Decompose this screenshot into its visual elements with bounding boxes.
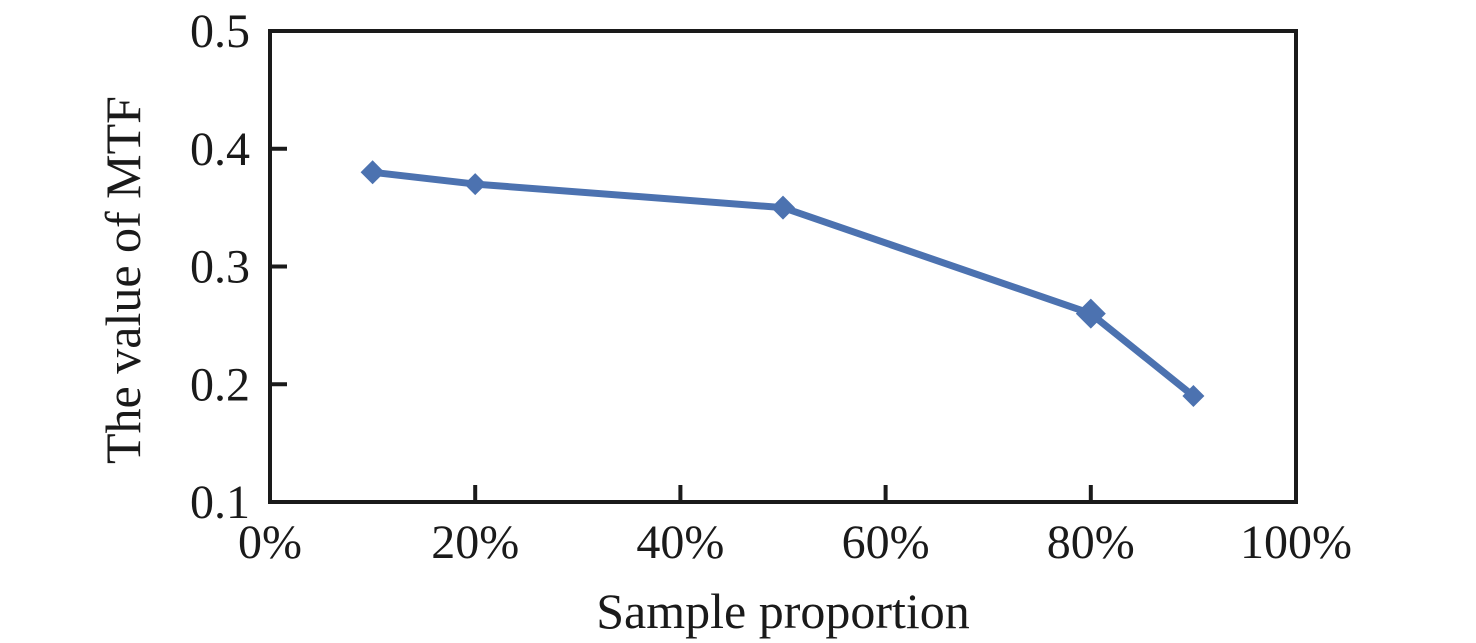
- axes-layer: 0.1 0.2 0.3 0.4 0.5 0% 20% 40% 60% 80% 100%: [190, 5, 1352, 569]
- y-tick-label: 0.3: [190, 241, 250, 294]
- x-tick-label: 60%: [842, 516, 930, 569]
- data-point-marker: [464, 173, 487, 196]
- y-tick-label: 0.4: [190, 123, 250, 176]
- x-tick-label: 20%: [431, 516, 519, 569]
- data-point-marker: [360, 160, 385, 185]
- data-point-marker: [1075, 298, 1106, 329]
- y-tick-label: 0.5: [190, 5, 250, 58]
- x-tick-label: 80%: [1047, 516, 1135, 569]
- x-tick-label: 100%: [1240, 516, 1352, 569]
- data-point-marker: [1182, 385, 1205, 408]
- y-tick-label: 0.2: [190, 358, 250, 411]
- y-tick-label: 0.1: [190, 476, 250, 529]
- x-tick-label: 0%: [238, 516, 302, 569]
- y-axis-label: The value of MTF: [95, 96, 151, 464]
- x-axis-label: Sample proportion: [596, 583, 970, 639]
- series-layer: [360, 160, 1205, 408]
- plot-frame: [268, 29, 1298, 504]
- x-tick-label: 40%: [636, 516, 724, 569]
- data-point-marker: [771, 195, 795, 220]
